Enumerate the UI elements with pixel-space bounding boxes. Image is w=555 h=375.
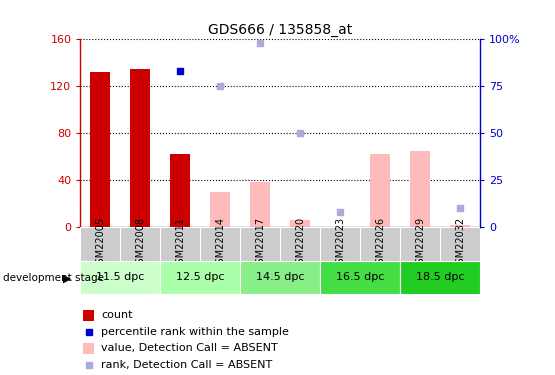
Bar bbox=[200, 227, 240, 261]
Bar bbox=[290, 220, 310, 227]
Bar bbox=[240, 261, 320, 294]
Bar bbox=[120, 227, 160, 261]
Bar bbox=[320, 227, 360, 261]
Text: 11.5 dpc: 11.5 dpc bbox=[96, 273, 145, 282]
Text: rank, Detection Call = ABSENT: rank, Detection Call = ABSENT bbox=[101, 360, 272, 370]
Text: 16.5 dpc: 16.5 dpc bbox=[336, 273, 385, 282]
Text: GSM22029: GSM22029 bbox=[415, 217, 425, 270]
Bar bbox=[130, 69, 150, 227]
Text: 18.5 dpc: 18.5 dpc bbox=[416, 273, 465, 282]
Bar bbox=[410, 151, 430, 227]
Text: GSM22026: GSM22026 bbox=[375, 217, 385, 270]
Bar bbox=[170, 154, 190, 227]
Bar bbox=[80, 261, 160, 294]
Text: GSM22005: GSM22005 bbox=[95, 217, 105, 270]
Text: development stage: development stage bbox=[3, 273, 104, 283]
Bar bbox=[360, 227, 400, 261]
Bar bbox=[83, 343, 94, 354]
Text: GSM22032: GSM22032 bbox=[455, 217, 465, 270]
Text: value, Detection Call = ABSENT: value, Detection Call = ABSENT bbox=[101, 343, 278, 353]
Bar bbox=[250, 182, 270, 227]
Text: GSM22023: GSM22023 bbox=[335, 217, 345, 270]
Bar bbox=[320, 261, 400, 294]
Text: GSM22020: GSM22020 bbox=[295, 217, 305, 270]
Bar bbox=[400, 261, 480, 294]
Text: count: count bbox=[101, 310, 133, 321]
Bar bbox=[210, 192, 230, 227]
Bar bbox=[240, 227, 280, 261]
Text: 14.5 dpc: 14.5 dpc bbox=[256, 273, 305, 282]
Text: percentile rank within the sample: percentile rank within the sample bbox=[101, 327, 289, 337]
Bar bbox=[90, 72, 110, 227]
Bar bbox=[280, 227, 320, 261]
Bar bbox=[80, 227, 120, 261]
Bar bbox=[370, 154, 390, 227]
Text: GSM22017: GSM22017 bbox=[255, 217, 265, 270]
Text: 12.5 dpc: 12.5 dpc bbox=[176, 273, 225, 282]
Bar bbox=[450, 225, 470, 227]
Bar bbox=[400, 227, 440, 261]
Text: GSM22008: GSM22008 bbox=[135, 217, 145, 270]
Bar bbox=[440, 227, 480, 261]
Bar bbox=[160, 261, 240, 294]
Title: GDS666 / 135858_at: GDS666 / 135858_at bbox=[208, 23, 352, 37]
Text: GSM22011: GSM22011 bbox=[175, 217, 185, 270]
Bar bbox=[83, 310, 94, 321]
Bar bbox=[160, 227, 200, 261]
Text: ▶: ▶ bbox=[63, 273, 71, 283]
Text: GSM22014: GSM22014 bbox=[215, 217, 225, 270]
